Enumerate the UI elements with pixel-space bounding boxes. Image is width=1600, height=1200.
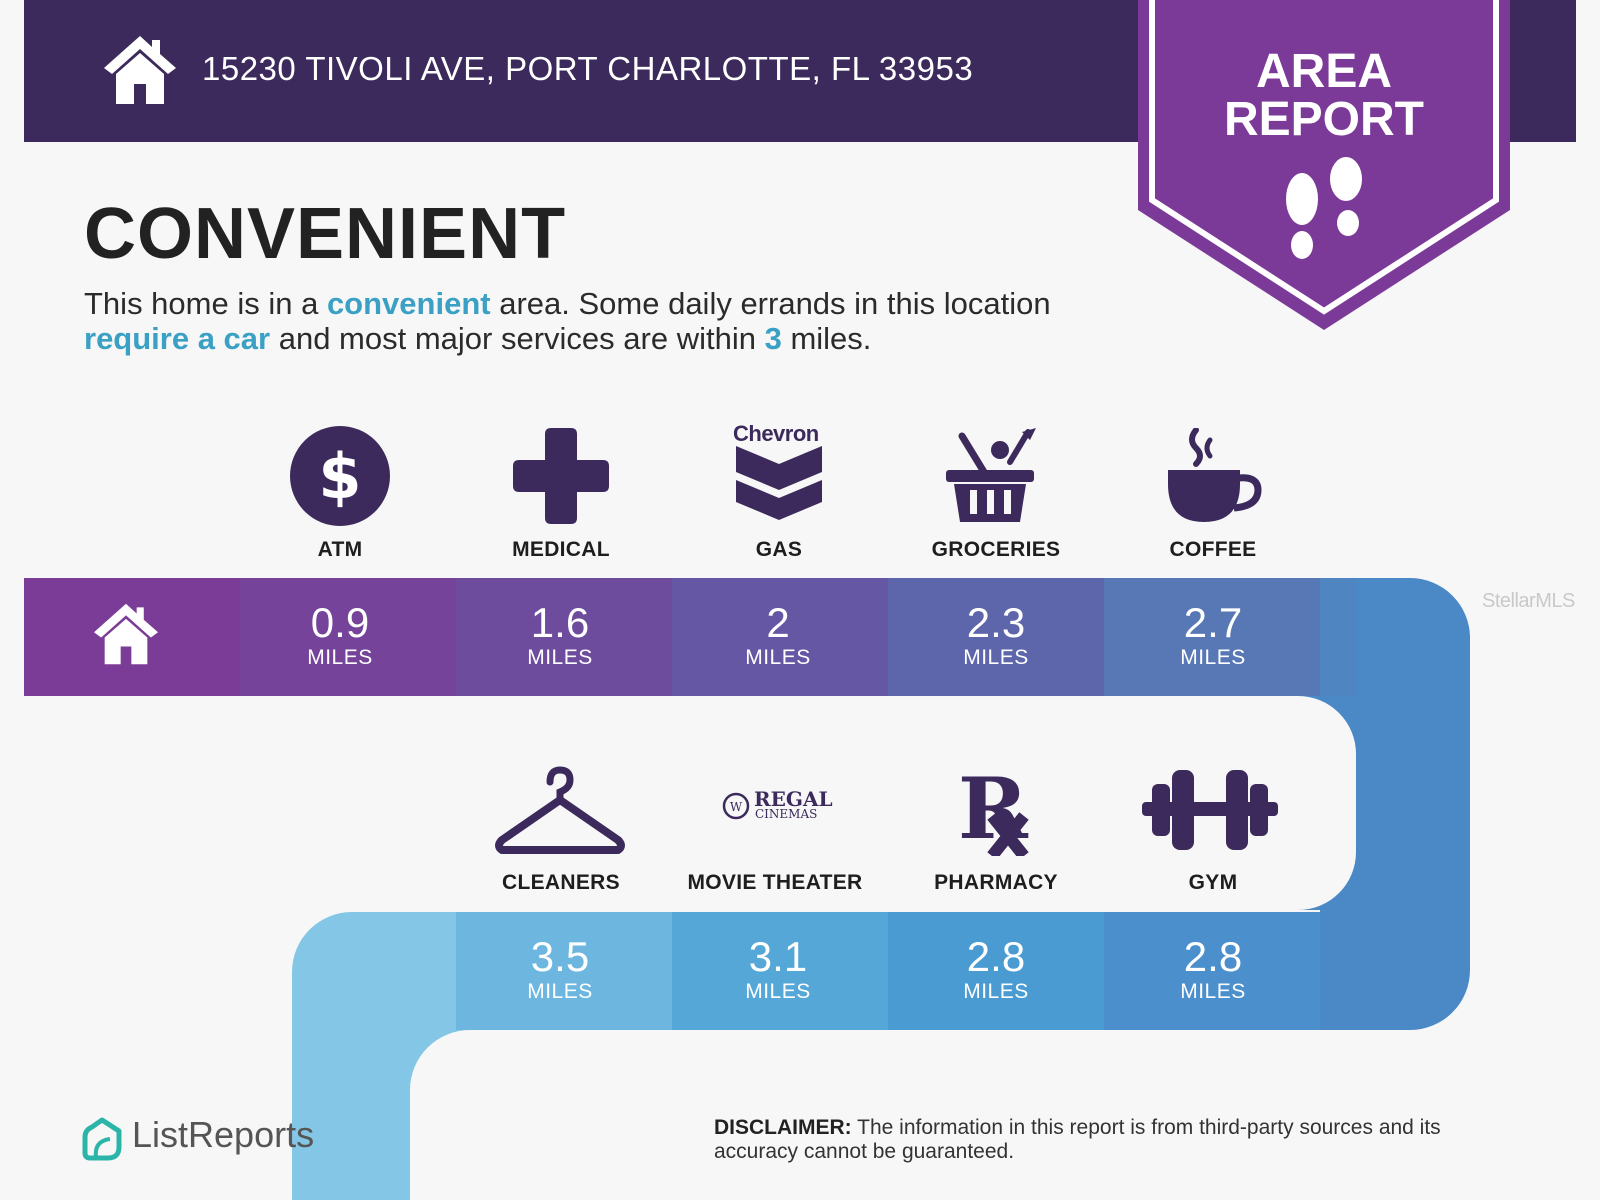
area-report-badge [1138, 0, 1510, 330]
dollar-icon: $ [290, 426, 390, 526]
amenity-label-pharmacy: PHARMACY [934, 871, 1058, 894]
disclaimer: DISCLAIMER: The information in this repo… [714, 1116, 1441, 1163]
row2-segment-movie [672, 912, 888, 1030]
row1-segment-gas [672, 578, 888, 696]
badge-title: AREA REPORT [1223, 45, 1424, 146]
ribbon-turn-down [292, 912, 470, 1200]
distance-medical: 1.6 MILES [527, 599, 593, 670]
regal-cinemas-logo: W REGAL CINEMAS [722, 787, 833, 821]
row1-segment-atm [240, 578, 456, 696]
distance-pharmacy: 2.8 MILES [963, 933, 1029, 1004]
distance-cleaners: 3.5 MILES [527, 933, 593, 1004]
distance-gym: 2.8 MILES [1180, 933, 1246, 1004]
amenity-label-cleaners: CLEANERS [502, 871, 620, 894]
amenity-label-gas: GAS [755, 538, 803, 561]
amenity-label-atm: ATM [317, 538, 363, 561]
medical-cross-icon [513, 428, 609, 524]
footprints-icon [1286, 157, 1362, 259]
svg-text:W: W [730, 800, 743, 814]
row2-segment-cleaners [456, 912, 672, 1030]
chevron-brand-text: Chevron [733, 421, 819, 446]
intro-paragraph: This home is in a convenient area. Some … [84, 286, 1051, 356]
rx-icon: R [958, 760, 1029, 856]
brand-name: ListReports [132, 1114, 315, 1155]
hanger-icon [495, 766, 625, 854]
distance-atm: 0.9 MILES [307, 599, 373, 670]
chevron-logo-icon [736, 446, 822, 520]
watermark: StellarMLS [1482, 590, 1575, 612]
grocery-basket-icon [946, 428, 1036, 522]
amenity-label-groceries: GROCERIES [931, 538, 1061, 561]
property-address: 15230 TIVOLI AVE, PORT CHARLOTTE, FL 339… [202, 50, 974, 87]
svg-text:REGAL: REGAL [754, 787, 833, 811]
dumbbell-icon [1142, 770, 1278, 850]
svg-text:$: $ [318, 440, 361, 513]
listreports-logo-icon [82, 1117, 122, 1161]
amenity-label-coffee: COFFEE [1169, 538, 1257, 561]
distance-gas: 2 MILES [745, 599, 811, 670]
distance-groceries: 2.3 MILES [963, 599, 1029, 670]
coffee-cup-icon [1168, 428, 1262, 522]
svg-text:CINEMAS: CINEMAS [755, 807, 817, 821]
distance-movie-theater: 3.1 MILES [745, 933, 811, 1004]
row1-segment-coffee [1104, 578, 1320, 696]
row2-segment-pharmacy [888, 912, 1104, 1030]
row2-segment-gym [1104, 912, 1320, 1030]
row-home-icon [94, 603, 158, 665]
amenity-label-gym: GYM [1188, 871, 1238, 894]
headline: CONVENIENT [84, 194, 567, 274]
home-icon [104, 36, 176, 104]
row1-segment-groceries [888, 578, 1104, 696]
row1-segment-medical [456, 578, 672, 696]
distance-coffee: 2.7 MILES [1180, 599, 1246, 670]
amenity-label-movie-theater: MOVIE THEATER [687, 871, 863, 894]
amenity-label-medical: MEDICAL [512, 538, 610, 561]
